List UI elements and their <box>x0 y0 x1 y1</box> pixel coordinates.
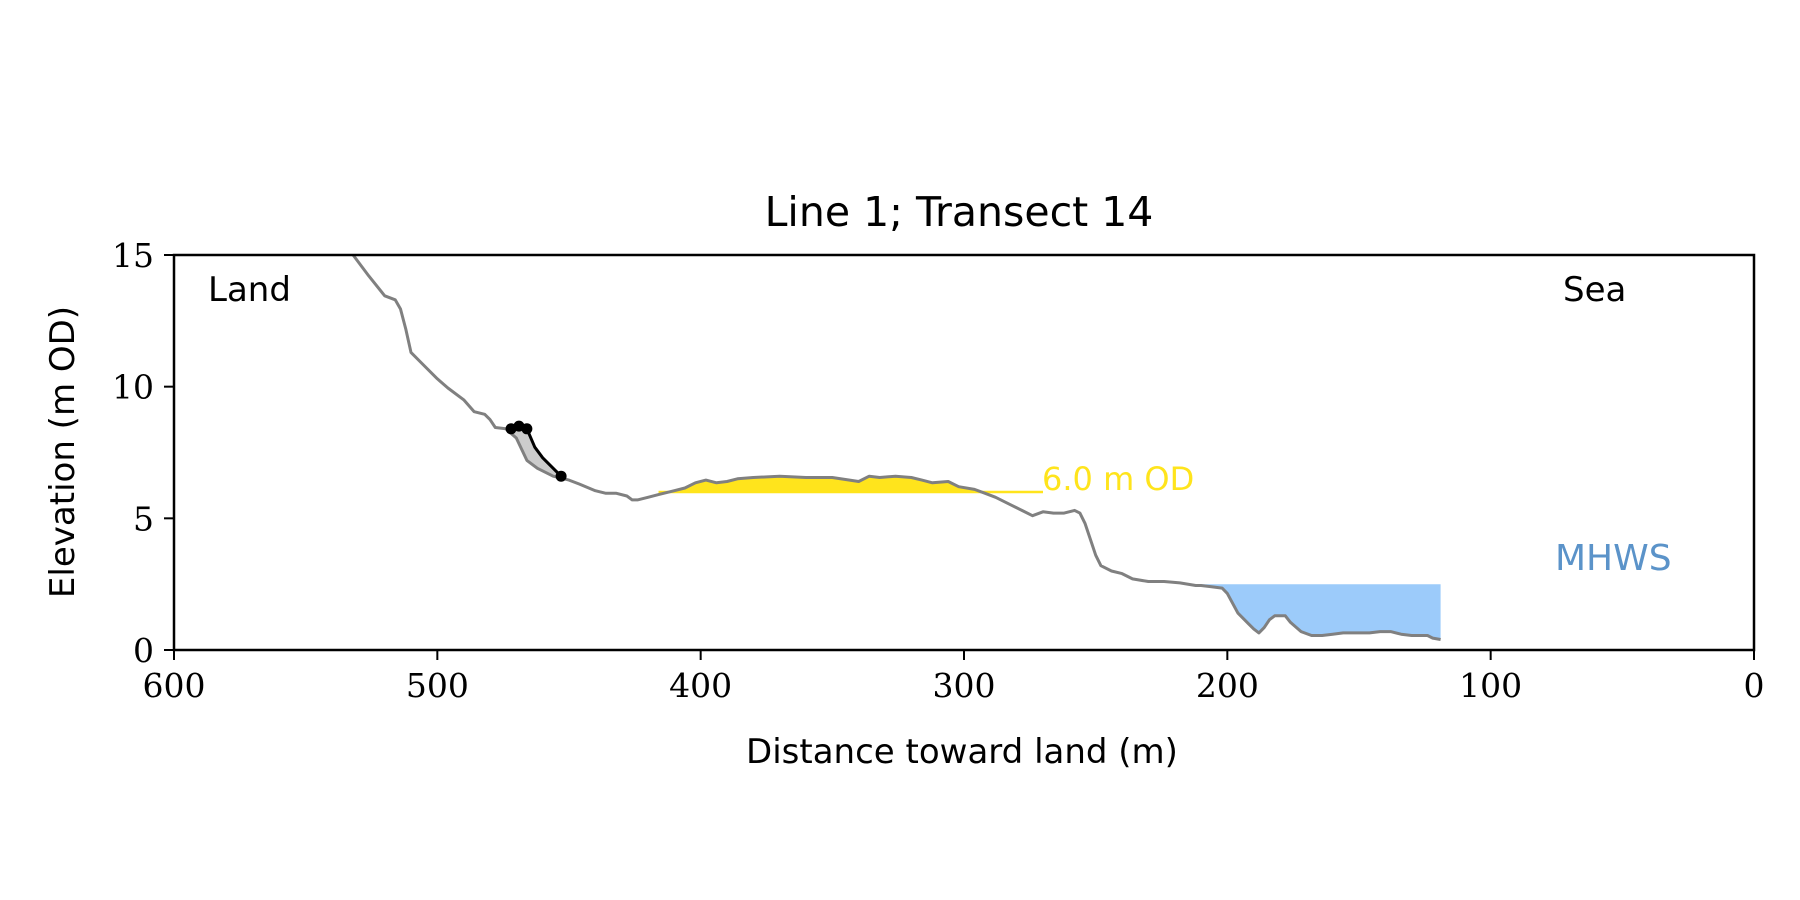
x-tick-label: 500 <box>406 666 469 705</box>
x-tick-label: 200 <box>1196 666 1259 705</box>
mhws-fill <box>1201 584 1441 640</box>
x-tick-label: 400 <box>669 666 732 705</box>
od-level-fill <box>658 476 1043 492</box>
y-axis-label: Elevation (m OD) <box>43 306 83 598</box>
y-tick-label: 0 <box>133 631 154 670</box>
x-tick-label: 100 <box>1459 666 1522 705</box>
mhws-label: MHWS <box>1555 538 1672 579</box>
x-tick-label: 600 <box>143 666 206 705</box>
x-tick-label: 0 <box>1744 666 1765 705</box>
chart-title: Line 1; Transect 14 <box>765 188 1154 236</box>
sea-label: Sea <box>1563 270 1626 310</box>
y-tick-label: 5 <box>133 499 154 538</box>
cliff-point <box>555 470 567 482</box>
y-tick-label: 15 <box>112 236 154 275</box>
x-axis-ticks: 600 500 400 300 200 100 0 <box>143 650 1765 705</box>
y-axis-ticks: 0 5 10 15 <box>112 236 174 670</box>
y-tick-label: 10 <box>112 368 154 407</box>
elevation-profile-line <box>351 254 1441 641</box>
cliff-point <box>521 423 533 435</box>
x-tick-label: 300 <box>933 666 996 705</box>
land-label: Land <box>208 270 291 310</box>
point-layer <box>505 420 567 482</box>
x-axis-label: Distance toward land (m) <box>746 732 1178 772</box>
od-level-label: 6.0 m OD <box>1042 460 1194 498</box>
